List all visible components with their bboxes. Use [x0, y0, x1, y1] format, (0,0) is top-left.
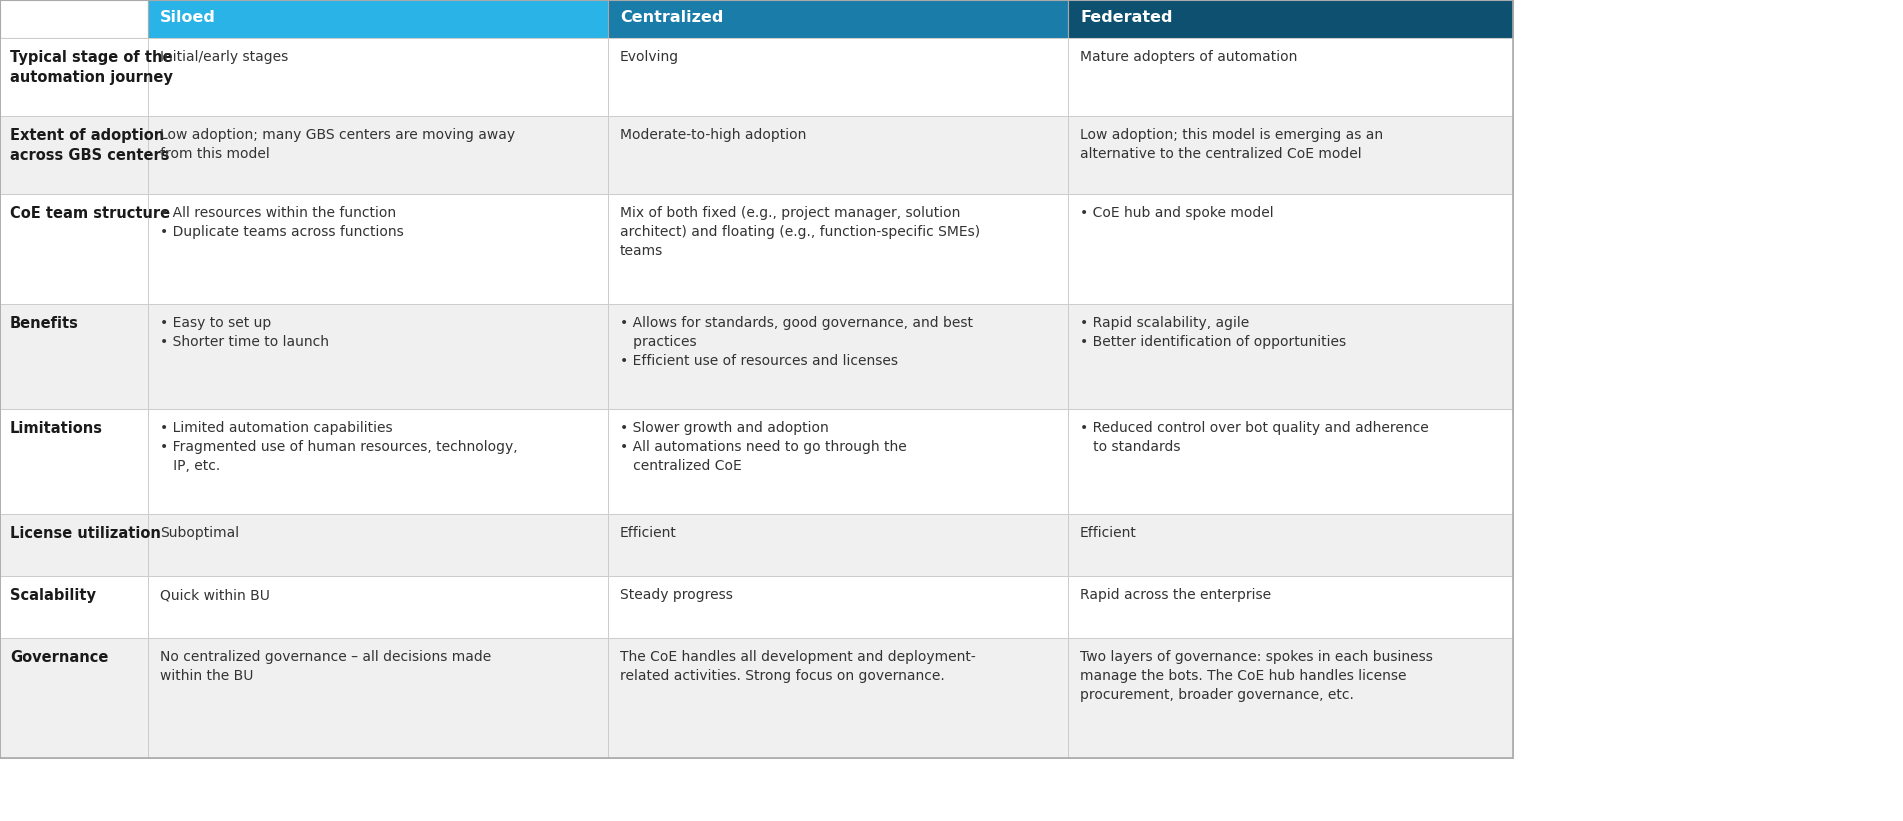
- Text: No centralized governance – all decisions made
within the BU: No centralized governance – all decision…: [160, 650, 491, 683]
- Text: Federated: Federated: [1081, 10, 1172, 25]
- Text: Quick within BU: Quick within BU: [160, 588, 270, 602]
- Text: Low adoption; this model is emerging as an
alternative to the centralized CoE mo: Low adoption; this model is emerging as …: [1081, 128, 1383, 161]
- Bar: [148, 304, 607, 409]
- Text: Scalability: Scalability: [10, 588, 95, 603]
- Bar: [0, 409, 148, 514]
- Bar: [607, 0, 1068, 38]
- Bar: [148, 638, 607, 758]
- Text: Centralized: Centralized: [620, 10, 723, 25]
- Text: Limitations: Limitations: [10, 421, 103, 436]
- Bar: [607, 304, 1068, 409]
- Bar: [1068, 194, 1513, 304]
- Text: Efficient: Efficient: [620, 526, 677, 540]
- Text: • Limited automation capabilities
• Fragmented use of human resources, technolog: • Limited automation capabilities • Frag…: [160, 421, 518, 473]
- Bar: [148, 576, 607, 638]
- Bar: [0, 514, 148, 576]
- Text: • Allows for standards, good governance, and best
   practices
• Efficient use o: • Allows for standards, good governance,…: [620, 316, 972, 368]
- Text: Low adoption; many GBS centers are moving away
from this model: Low adoption; many GBS centers are movin…: [160, 128, 516, 161]
- Text: Siloed: Siloed: [160, 10, 215, 25]
- Text: • Easy to set up
• Shorter time to launch: • Easy to set up • Shorter time to launc…: [160, 316, 329, 349]
- Bar: [1068, 38, 1513, 116]
- Bar: [0, 0, 1513, 758]
- Text: Mature adopters of automation: Mature adopters of automation: [1081, 50, 1298, 64]
- Bar: [1068, 576, 1513, 638]
- Text: License utilization: License utilization: [10, 526, 162, 541]
- Text: • Slower growth and adoption
• All automations need to go through the
   central: • Slower growth and adoption • All autom…: [620, 421, 906, 473]
- Text: CoE team structure: CoE team structure: [10, 206, 169, 221]
- Text: Suboptimal: Suboptimal: [160, 526, 240, 540]
- Bar: [148, 514, 607, 576]
- Bar: [148, 194, 607, 304]
- Text: Steady progress: Steady progress: [620, 588, 733, 602]
- Text: Moderate-to-high adoption: Moderate-to-high adoption: [620, 128, 807, 142]
- Text: The CoE handles all development and deployment-
related activities. Strong focus: The CoE handles all development and depl…: [620, 650, 976, 683]
- Text: Mix of both fixed (e.g., project manager, solution
architect) and floating (e.g.: Mix of both fixed (e.g., project manager…: [620, 206, 980, 258]
- Bar: [607, 638, 1068, 758]
- Bar: [607, 514, 1068, 576]
- Bar: [1068, 0, 1513, 38]
- Bar: [148, 0, 607, 38]
- Text: Evolving: Evolving: [620, 50, 679, 64]
- Text: • CoE hub and spoke model: • CoE hub and spoke model: [1081, 206, 1273, 220]
- Bar: [607, 38, 1068, 116]
- Bar: [1068, 514, 1513, 576]
- Bar: [0, 304, 148, 409]
- Text: Governance: Governance: [10, 650, 108, 665]
- Bar: [148, 116, 607, 194]
- Bar: [607, 194, 1068, 304]
- Text: • All resources within the function
• Duplicate teams across functions: • All resources within the function • Du…: [160, 206, 403, 239]
- Text: Benefits: Benefits: [10, 316, 78, 331]
- Bar: [0, 576, 148, 638]
- Bar: [1068, 638, 1513, 758]
- Bar: [607, 409, 1068, 514]
- Bar: [607, 116, 1068, 194]
- Bar: [0, 38, 148, 116]
- Text: Efficient: Efficient: [1081, 526, 1136, 540]
- Bar: [0, 194, 148, 304]
- Bar: [0, 0, 148, 38]
- Text: Initial/early stages: Initial/early stages: [160, 50, 287, 64]
- Text: • Reduced control over bot quality and adherence
   to standards: • Reduced control over bot quality and a…: [1081, 421, 1429, 454]
- Text: Extent of adoption
across GBS centers: Extent of adoption across GBS centers: [10, 128, 169, 163]
- Text: Rapid across the enterprise: Rapid across the enterprise: [1081, 588, 1271, 602]
- Bar: [148, 38, 607, 116]
- Bar: [0, 638, 148, 758]
- Text: Typical stage of the
automation journey: Typical stage of the automation journey: [10, 50, 173, 85]
- Bar: [1068, 116, 1513, 194]
- Text: • Rapid scalability, agile
• Better identification of opportunities: • Rapid scalability, agile • Better iden…: [1081, 316, 1345, 349]
- Text: Two layers of governance: spokes in each business
manage the bots. The CoE hub h: Two layers of governance: spokes in each…: [1081, 650, 1433, 702]
- Bar: [1068, 409, 1513, 514]
- Bar: [1068, 304, 1513, 409]
- Bar: [0, 116, 148, 194]
- Bar: [607, 576, 1068, 638]
- Bar: [148, 409, 607, 514]
